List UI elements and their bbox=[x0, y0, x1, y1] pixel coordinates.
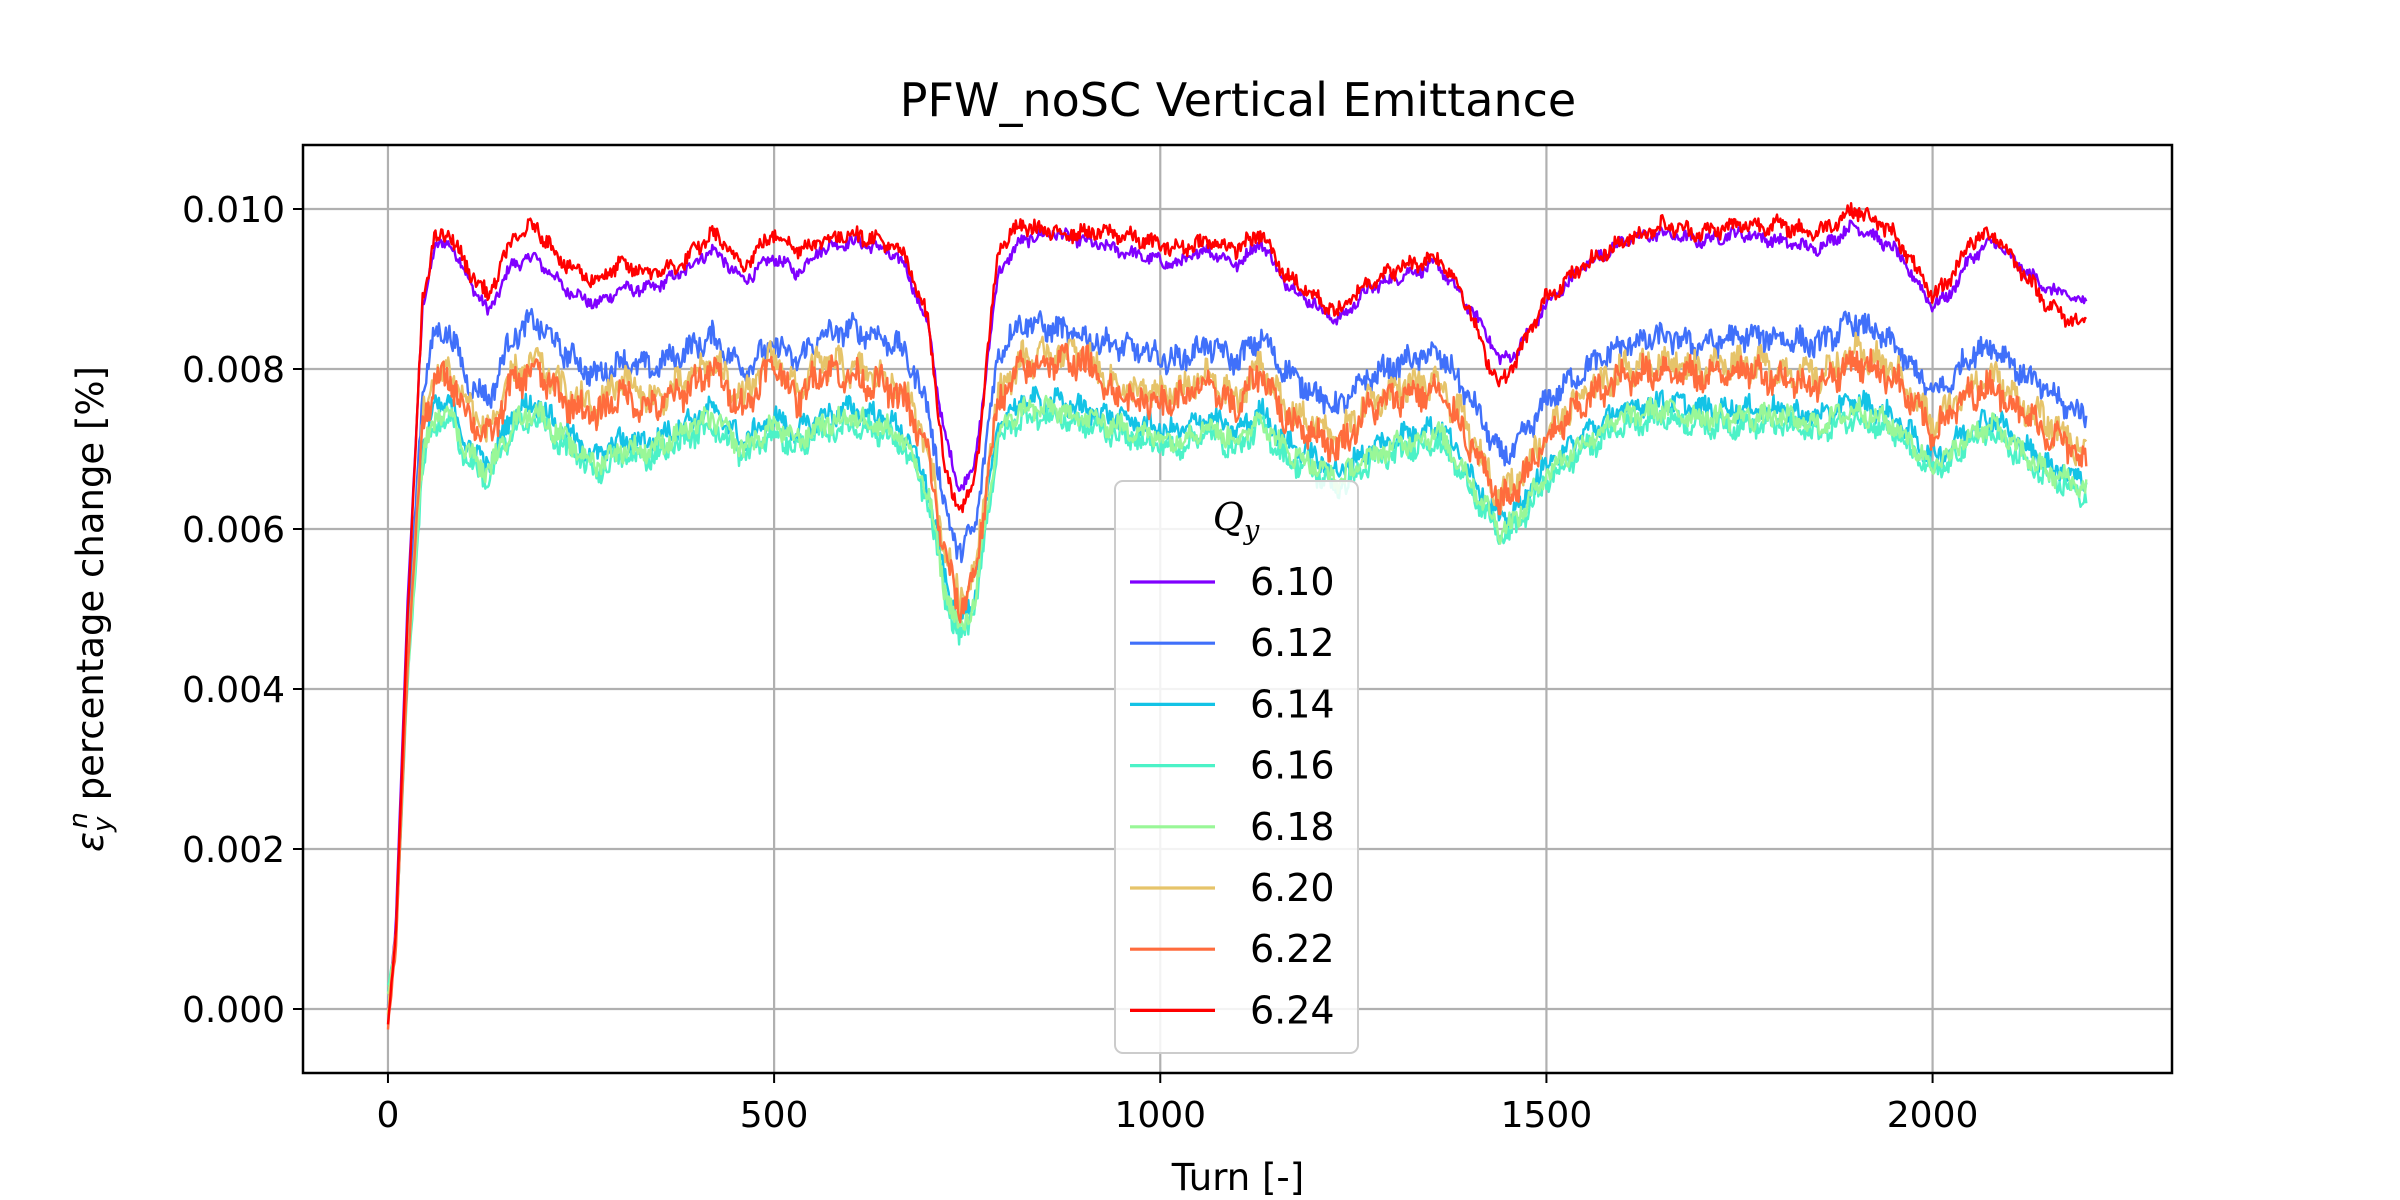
series-line-6-22 bbox=[386, 342, 2088, 1030]
y-tick-label: 0.002 bbox=[182, 830, 285, 871]
y-axis-label: εyn percentage change [%] bbox=[64, 366, 118, 852]
plot-frame bbox=[301, 143, 2174, 1075]
y-tick-label: 0.004 bbox=[182, 670, 285, 711]
y-tick-label: 0.000 bbox=[182, 990, 285, 1031]
y-axis-label-text: percentage change [%] bbox=[69, 366, 112, 812]
series-layer bbox=[386, 202, 2088, 1030]
legend-title-subscript: y bbox=[1243, 515, 1260, 546]
legend-label: 6.14 bbox=[1250, 682, 1335, 726]
x-axis: 0 500 1000 1500 2000 bbox=[377, 1073, 1979, 1136]
series-line-6-12 bbox=[386, 307, 2088, 1006]
legend-title: Qy bbox=[1213, 495, 1260, 546]
x-tick-label: 500 bbox=[740, 1095, 809, 1136]
x-axis-label: Turn [-] bbox=[1171, 1156, 1304, 1199]
legend-box bbox=[1114, 480, 1359, 1054]
y-tick-label: 0.006 bbox=[182, 510, 285, 551]
y-axis: 0.000 0.002 0.004 0.006 0.008 0.010 bbox=[182, 190, 303, 1031]
legend: Qy 6.10 6.12 6.14 6.16 6.18 6.20 6.22 6.24 bbox=[1114, 480, 1359, 1054]
legend-entries: 6.10 6.12 6.14 6.16 6.18 6.20 6.22 6.24 bbox=[1130, 560, 1335, 1032]
series-line-6-24 bbox=[386, 202, 2088, 1025]
series-line-6-10 bbox=[386, 219, 2088, 1009]
chart-title: PFW_noSC Vertical Emittance bbox=[900, 73, 1576, 127]
legend-label: 6.18 bbox=[1250, 805, 1335, 849]
y-axis-label-subscript: y bbox=[88, 816, 118, 833]
legend-label: 6.10 bbox=[1250, 560, 1335, 604]
x-tick-label: 2000 bbox=[1887, 1095, 1979, 1136]
y-tick-label: 0.008 bbox=[182, 350, 285, 391]
legend-label: 6.12 bbox=[1250, 621, 1335, 665]
legend-label: 6.24 bbox=[1250, 988, 1335, 1032]
legend-title-main: Q bbox=[1213, 495, 1244, 539]
legend-label: 6.20 bbox=[1250, 866, 1335, 910]
legend-label: 6.22 bbox=[1250, 927, 1335, 971]
y-axis-label-symbol: ε bbox=[69, 832, 112, 852]
y-tick-label: 0.010 bbox=[182, 190, 285, 231]
y-axis-label-superscript: n bbox=[64, 812, 94, 828]
x-tick-label: 1500 bbox=[1501, 1095, 1593, 1136]
x-tick-label: 0 bbox=[377, 1095, 400, 1136]
x-tick-label: 1000 bbox=[1114, 1095, 1206, 1136]
series-line-6-20 bbox=[386, 331, 2088, 1015]
series-line-6-18 bbox=[386, 394, 2088, 995]
legend-label: 6.16 bbox=[1250, 744, 1335, 788]
